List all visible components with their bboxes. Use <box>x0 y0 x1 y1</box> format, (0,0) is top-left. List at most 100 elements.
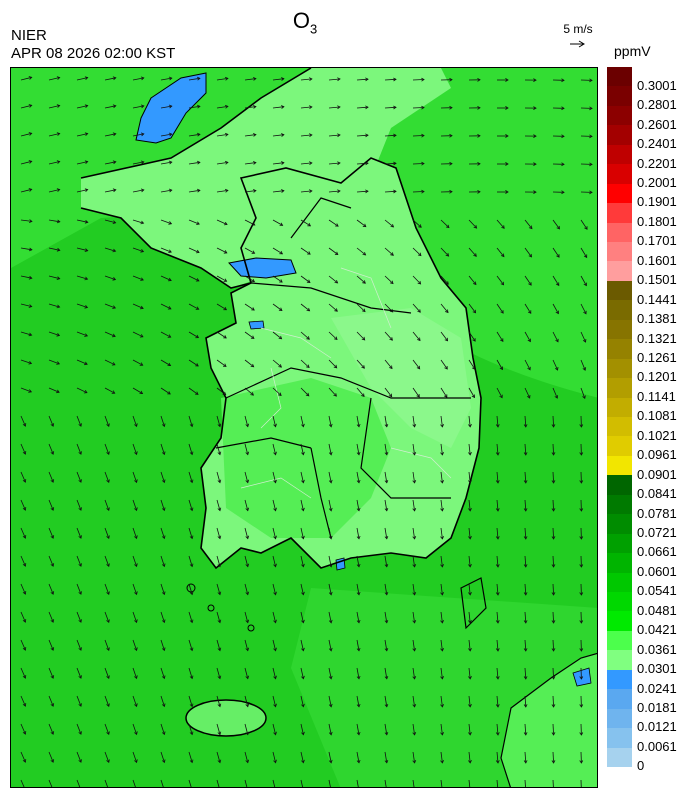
wind-vector-head <box>328 591 333 596</box>
wind-vector <box>552 247 560 258</box>
wind-vector-head <box>28 104 33 108</box>
wind-vector <box>216 723 221 735</box>
wind-vector <box>496 639 499 652</box>
wind-vector <box>468 247 477 257</box>
wind-vector-head <box>134 535 138 540</box>
wind-vector-head <box>500 281 505 286</box>
colorbar-tick-label: 0.1441 <box>637 291 677 307</box>
wind-vector-head <box>551 732 556 736</box>
wind-vector-head <box>417 337 421 342</box>
wind-vector-head <box>583 310 587 315</box>
wind-vector <box>216 331 227 339</box>
wind-vector <box>160 303 172 310</box>
wind-vector-head <box>301 759 305 764</box>
wind-vector <box>328 78 341 81</box>
wind-vector <box>48 415 54 427</box>
colorbar-cell <box>607 67 632 87</box>
wind-vector-head <box>84 104 89 108</box>
wind-vector <box>496 779 499 787</box>
wind-vector-head <box>579 424 584 428</box>
wind-vector <box>132 133 144 137</box>
wind-vector <box>356 359 365 369</box>
wind-vector-head <box>273 535 277 540</box>
colorbar-tick-label: 0.1201 <box>637 369 677 385</box>
wind-vector-head <box>50 535 55 539</box>
wind-vector-head <box>217 423 222 428</box>
wind-vector-head <box>471 394 475 399</box>
wind-vector-head <box>217 507 222 512</box>
wind-vector <box>76 387 88 394</box>
wind-vector-head <box>139 334 144 338</box>
wind-vector <box>300 583 304 595</box>
wind-vector <box>468 387 475 398</box>
wind-vector <box>524 415 527 428</box>
wind-vector-head <box>161 507 166 512</box>
wind-vector <box>412 639 415 651</box>
wind-vector-head <box>333 393 337 397</box>
wind-vector-head <box>390 223 395 228</box>
wind-vector-head <box>251 278 256 283</box>
wind-vector-head <box>412 647 417 652</box>
wind-vector-head <box>112 76 117 81</box>
wind-vector <box>412 695 415 707</box>
wind-vector-head <box>106 479 110 484</box>
wind-vector-head <box>78 675 82 679</box>
wind-vector-head <box>107 787 110 788</box>
wind-vector <box>440 555 443 567</box>
wind-vector-head <box>309 189 313 194</box>
ozone-map[interactable] <box>10 67 598 788</box>
wind-vector-head <box>161 535 166 540</box>
wind-vector-head <box>412 563 417 568</box>
wind-vector <box>188 723 193 735</box>
wind-vector-head <box>468 564 472 568</box>
wind-vector <box>328 583 332 595</box>
wind-vector <box>216 134 228 137</box>
wind-vector <box>48 105 60 109</box>
wind-vector-head <box>523 508 528 512</box>
wind-vector <box>272 275 283 283</box>
wind-vector-head <box>468 508 472 512</box>
wind-vector-head <box>196 249 200 254</box>
wind-vector-head <box>551 592 556 596</box>
wind-vector-head <box>106 703 110 708</box>
wind-vector-head <box>50 731 55 735</box>
wind-vector-head <box>22 675 27 679</box>
colorbar-tick-label: 0.0961 <box>637 447 677 463</box>
wind-vector <box>384 639 388 651</box>
wind-vector-head <box>84 220 89 224</box>
colorbar-cell <box>607 261 632 282</box>
wind-vector-head <box>195 278 200 282</box>
wind-vector <box>580 359 586 371</box>
wind-vector <box>524 331 531 342</box>
wind-vector-head <box>468 732 472 736</box>
wind-vector-head <box>196 76 201 81</box>
wind-vector-head <box>22 507 27 511</box>
wind-vector-head <box>328 731 333 736</box>
wind-vector-head <box>251 307 255 311</box>
wind-vector-head <box>384 507 389 512</box>
wind-vector <box>48 387 60 393</box>
wind-vector <box>188 779 192 787</box>
wind-vector <box>468 471 471 483</box>
wind-vector <box>272 359 282 368</box>
colorbar-cell <box>607 397 632 418</box>
wind-vector-head <box>334 308 338 312</box>
wind-vector-head <box>28 275 33 280</box>
wind-vector <box>440 275 449 285</box>
wind-vector-head <box>583 282 587 287</box>
wind-vector <box>356 639 360 651</box>
wind-vector-head <box>365 161 369 166</box>
wind-vector <box>580 387 586 399</box>
wind-vector-head <box>245 759 250 764</box>
wind-vector-head <box>78 451 82 455</box>
colorbar-cell <box>607 747 632 768</box>
wind-vector <box>496 583 499 596</box>
wind-vector-head <box>189 759 194 764</box>
wind-vector-head <box>328 675 333 680</box>
wind-vector-head <box>189 535 194 540</box>
wind-vector-head <box>139 390 144 395</box>
wind-vector-head <box>551 648 556 652</box>
wind-vector-head <box>224 104 229 109</box>
wind-vector <box>524 471 527 484</box>
wind-vector <box>216 443 221 455</box>
